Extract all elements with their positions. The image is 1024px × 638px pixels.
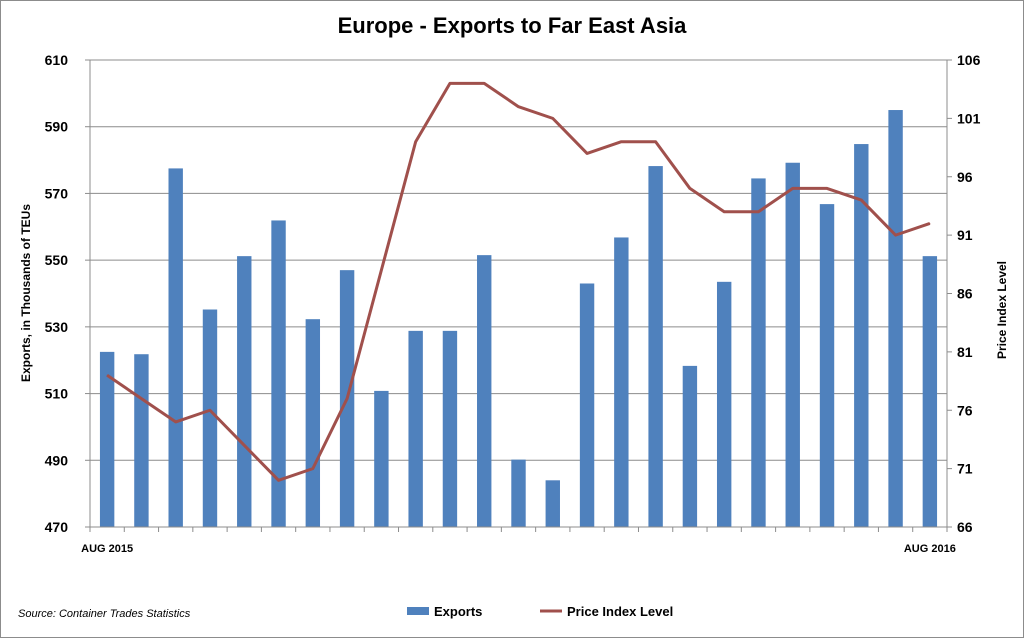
- price-index-point: [826, 187, 828, 189]
- axes: [85, 59, 952, 532]
- exports-bar: [888, 110, 903, 528]
- exports-bar: [477, 255, 492, 527]
- right-tick-label: 76: [957, 402, 973, 418]
- exports-bar: [99, 351, 115, 527]
- exports-bar: [716, 281, 732, 527]
- exports-bar: [202, 309, 218, 527]
- price-index-point: [175, 421, 177, 423]
- right-tick-label: 86: [957, 286, 973, 302]
- x-axis-labels: AUG 2015 AUG 2016: [81, 543, 956, 555]
- price-index-point: [757, 211, 759, 213]
- legend: Exports Price Index Level: [407, 604, 673, 619]
- source-note: Source: Container Trades Statistics: [18, 608, 191, 620]
- price-index-point: [483, 82, 485, 84]
- exports-bar: [374, 390, 389, 527]
- price-index-point: [449, 82, 451, 84]
- right-tick-label: 106: [957, 52, 981, 68]
- exports-bar: [682, 365, 698, 527]
- exports-bar: [785, 162, 800, 528]
- exports-bar: [545, 480, 560, 527]
- price-index-point: [895, 234, 897, 236]
- exports-bar: [511, 459, 526, 527]
- price-index-point: [689, 187, 691, 189]
- price-index-point: [518, 106, 519, 108]
- legend-label-price-index: Price Index Level: [567, 604, 673, 619]
- exports-bar: [854, 144, 869, 527]
- exports-bar: [648, 166, 663, 527]
- right-axis-ticks: 66 71 76 81 86 91 96 101 106: [957, 52, 981, 535]
- exports-bar: [237, 256, 252, 527]
- price-index-point: [586, 152, 588, 154]
- exports-bar: [614, 237, 629, 527]
- price-index-point: [312, 468, 314, 470]
- exports-bars: [99, 110, 938, 528]
- price-index-point: [860, 199, 862, 201]
- left-tick-label: 530: [45, 319, 69, 335]
- exports-bar: [922, 256, 938, 527]
- price-index-point: [380, 269, 382, 271]
- price-index-point: [723, 211, 725, 213]
- price-index-point: [346, 398, 348, 400]
- exports-bar: [271, 220, 286, 527]
- chart-title: Europe - Exports to Far East Asia: [338, 13, 688, 38]
- price-index-point: [209, 409, 211, 411]
- left-tick-label: 550: [45, 252, 69, 268]
- right-tick-label: 101: [957, 110, 981, 126]
- price-index-point: [552, 117, 554, 119]
- exports-bar: [168, 168, 183, 528]
- price-index-point: [278, 479, 280, 481]
- right-axis-title: Price Index Level: [995, 261, 1009, 359]
- exports-bar: [442, 330, 458, 527]
- left-tick-label: 610: [45, 52, 69, 68]
- price-index-point: [620, 141, 622, 143]
- left-axis-ticks: 470 490 510 530 550 570 590 610: [45, 52, 69, 535]
- exports-bar: [134, 354, 149, 527]
- left-tick-label: 590: [45, 119, 69, 135]
- price-index-point: [792, 187, 794, 189]
- left-tick-label: 510: [45, 386, 69, 402]
- left-tick-label: 570: [45, 185, 69, 201]
- x-category-label: AUG 2016: [904, 543, 956, 555]
- exports-bar: [579, 283, 595, 527]
- exports-bar: [408, 330, 423, 527]
- exports-bar: [819, 204, 835, 528]
- legend-swatch-exports: [407, 607, 429, 615]
- left-axis-title: Exports, in Thousands of TEUs: [19, 204, 33, 382]
- price-index-point: [140, 398, 142, 400]
- price-index-point: [929, 222, 931, 224]
- right-tick-label: 66: [957, 519, 973, 535]
- price-index-point: [415, 141, 417, 143]
- legend-label-exports: Exports: [434, 604, 482, 619]
- price-index-point: [243, 444, 245, 446]
- price-index-point: [655, 141, 657, 143]
- x-category-label: AUG 2015: [81, 543, 133, 555]
- left-tick-label: 470: [45, 519, 69, 535]
- exports-bar: [305, 319, 321, 527]
- exports-bar: [751, 178, 766, 528]
- right-tick-label: 96: [957, 169, 973, 185]
- price-index-point: [106, 374, 108, 376]
- price-index-polyline: [106, 81, 931, 482]
- right-tick-label: 71: [957, 461, 973, 477]
- right-tick-label: 81: [957, 344, 973, 360]
- right-tick-label: 91: [957, 227, 973, 243]
- price-index-line: [106, 81, 931, 482]
- left-tick-label: 490: [45, 452, 69, 468]
- gridlines: [90, 59, 947, 528]
